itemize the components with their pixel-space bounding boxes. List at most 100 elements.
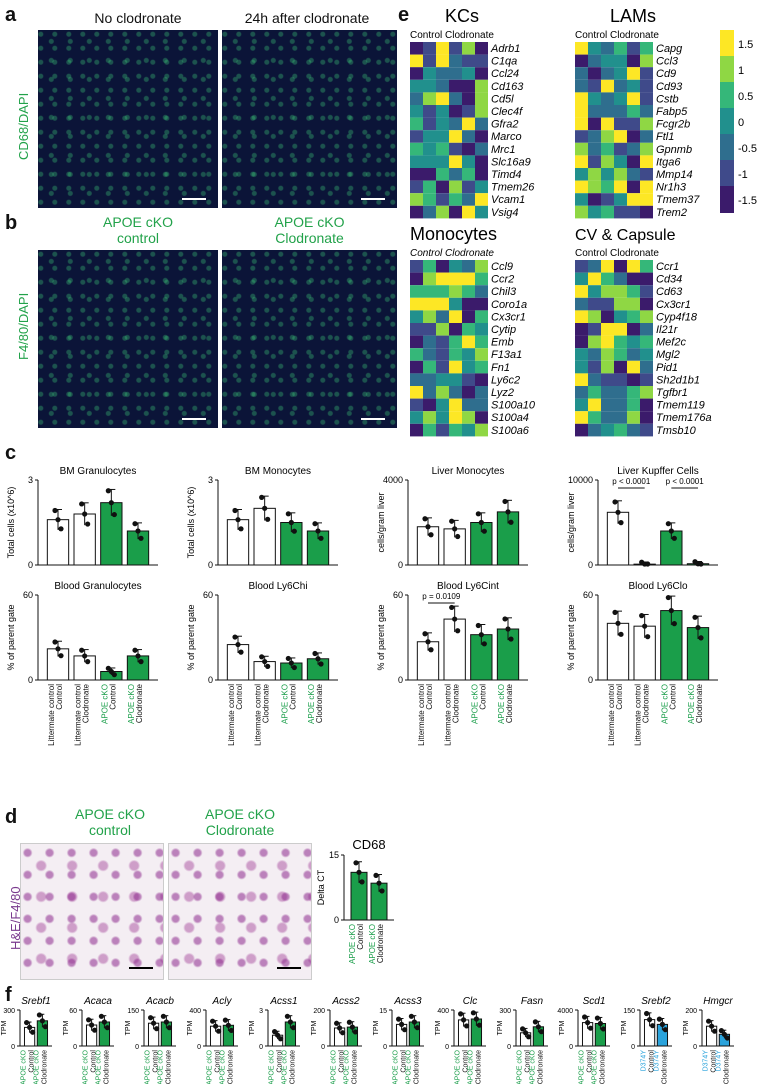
heatmap-cell [475,79,488,93]
heatmap-cell [601,323,614,336]
heatmap-cell [627,92,640,105]
data-point [452,616,458,622]
heatmap-cell [588,54,601,68]
colorbar-segment [720,56,734,83]
category-label: Control [153,1050,160,1073]
heatmap-cell [627,272,640,286]
category-label: Control [339,1050,346,1073]
y-tick-label: 0 [259,1044,263,1051]
heatmap-cell [614,260,627,273]
heatmap-cell [640,180,653,194]
data-point [138,535,144,541]
data-point [132,521,138,527]
heatmap-gene-label: Tmsb10 [656,425,697,437]
heatmap-cell [614,411,627,424]
data-point [213,1023,219,1029]
panel-b-col1-title: APOE cKO control [58,214,218,246]
heatmap-cell [614,360,627,374]
y-tick-label: 150 [623,1008,635,1015]
y-tick-label: 400 [189,1008,201,1015]
data-point [52,639,58,645]
heatmap-cell [588,423,601,437]
heatmap-cell [601,117,614,131]
heatmap-cell [410,79,423,93]
heatmap-gene-label: Cyp4f18 [656,311,698,323]
chart-title: Liver Monocytes [432,466,505,477]
heatmap-cell [601,142,614,156]
panel-b-stain-label: F4/80/DAPI [16,292,31,360]
chart-title: BM Granulocytes [60,466,137,477]
data-point [235,641,241,648]
heatmap-gene-label: Cytip [491,324,516,336]
heatmap-gene-label: Tgfbr1 [656,387,688,399]
panel-d-col2-line1: APOE cKO [204,806,276,822]
y-axis-label: % of parent gate [376,604,386,670]
data-point [262,658,268,665]
heatmap-cell [436,105,449,118]
heatmap-cell [410,272,423,286]
heatmap-cell [475,54,488,68]
heatmap-cell [449,168,462,181]
data-point [645,561,651,567]
heatmap-cell [449,260,462,273]
heatmap-cell [601,285,614,298]
data-point [275,1032,281,1038]
heatmap-cell [436,335,449,349]
heatmap-title: CV & Capsule [575,227,676,244]
colorbar-segment [720,108,734,135]
heatmap-cell [449,180,462,194]
heatmap-cell [423,335,436,349]
heatmap-cell [410,67,423,80]
heatmap-cell [462,272,475,286]
heatmap-gene-label: Emb [491,337,514,349]
heatmap-cell [588,335,601,349]
heatmap-cell [575,373,588,386]
data-point [79,647,85,653]
heatmap-gene-label: C1qa [491,56,517,68]
heatmap-cell [475,193,488,206]
heatmap-title: Monocytes [410,224,497,244]
heatmap-cell [475,142,488,156]
panel-d-col1-title: APOE cKO control [20,806,200,838]
heatmap-cell [640,285,653,298]
data-point [284,1013,290,1019]
data-point [85,659,91,665]
heatmap-cell [640,142,653,156]
heatmap-cell [423,117,436,131]
data-point [148,1015,154,1021]
data-point [356,869,362,875]
heatmap-cell [575,423,588,437]
heatmap-cell [588,168,601,181]
category-label: APOE cKO [455,1049,462,1084]
data-point [600,1026,607,1032]
heatmap-cell [575,67,588,80]
heatmap-cell [614,193,627,206]
data-point [29,1029,36,1035]
data-point [337,1025,343,1031]
heatmap-cell [436,42,449,55]
data-point [52,507,58,514]
chart-title: Liver Kupffer Cells [617,466,699,477]
colorbar-tick: 1 [738,65,744,77]
heatmap-cell [640,373,653,386]
micrograph-b-clodronate [222,250,397,428]
heatmap-cell [436,423,449,437]
colorbar-tick: -1.5 [738,195,757,207]
heatmap-gene-label: Adrb1 [490,43,520,55]
heatmap-header: Control Clodronate [575,30,659,41]
heatmap-cell [475,423,488,437]
heatmap-cell [588,79,601,93]
heatmap-cell [462,168,475,181]
heatmap-cell [627,142,640,156]
data-point [359,879,365,885]
heatmap-cell [436,323,449,336]
significance-label: p < 0.0001 [666,477,705,486]
category-label: Littermate control [444,684,453,746]
heatmap-gene-label: Pid1 [656,362,678,374]
data-point [85,521,91,527]
data-point [452,526,458,532]
data-point [58,653,64,659]
heatmap-cell [640,168,653,181]
heatmap-gene-label: Tmem176a [656,412,712,424]
panel-a-label: a [5,4,17,26]
